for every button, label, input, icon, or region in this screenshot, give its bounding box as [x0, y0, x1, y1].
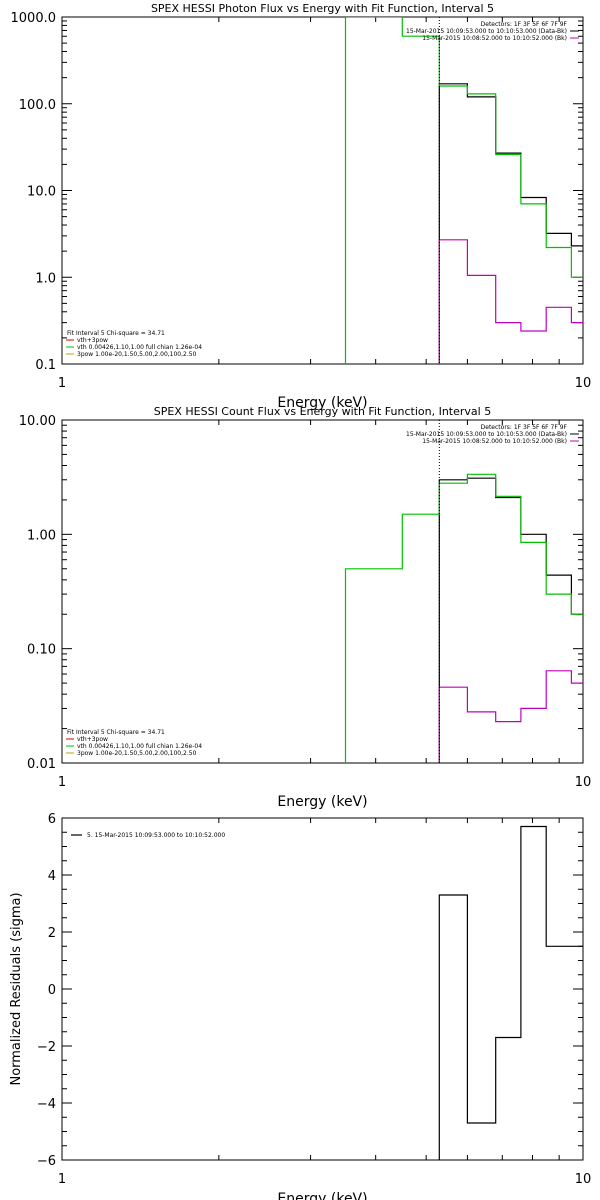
legend-entry-text: 3pow 1.00e-20,1.50,5.00,2.00,100,2.50: [77, 351, 197, 358]
panels: SPEX HESSI Photon Flux vs Energy with Fi…: [9, 2, 591, 1200]
x-tick-label: 1: [58, 376, 66, 391]
y-tick-label: −6: [37, 1154, 56, 1169]
series-line-3: [438, 670, 583, 763]
legend-entry-text: Fit Interval 5 Chi-square = 34.71: [67, 729, 165, 736]
legend-entry-text: Detectors: 1F 3F 5F 6F 7F 9F: [481, 21, 568, 28]
y-tick-label: 6: [48, 812, 56, 827]
y-tick-label: 2: [48, 926, 56, 941]
y-tick-label: 100.0: [19, 98, 56, 113]
y-tick-label: 10.0: [27, 185, 56, 200]
y-tick-label: −4: [37, 1097, 56, 1112]
chart-title: SPEX HESSI Photon Flux vs Energy with Fi…: [151, 2, 494, 15]
x-tick-label: 10: [575, 376, 592, 391]
series-line-3: [438, 239, 583, 364]
x-axis-label: Energy (keV): [277, 794, 367, 810]
x-tick-label: 1: [58, 1172, 66, 1187]
y-tick-label: 10.00: [19, 414, 56, 429]
chart-panel-3: 1 10 Energy (keV) −6 −4 −2 0 2 4 6 Normalized Resi…: [9, 812, 591, 1200]
y-tick-label: −2: [37, 1040, 56, 1055]
chart-panel-1: SPEX HESSI Photon Flux vs Energy with Fi…: [11, 2, 592, 411]
legend-entry-text: 15-Mar-2015 10:08:52.000 to 10:10:52.000…: [422, 438, 567, 445]
chart-panel-2: SPEX HESSI Count Flux vs Energy with Fit…: [19, 405, 591, 810]
y-tick-label: 1000.0: [11, 11, 57, 26]
series-line-2: [344, 17, 583, 364]
x-tick-label: 10: [575, 1172, 592, 1187]
plot-area: [344, 420, 583, 763]
legend-bottom-left: Fit Interval 5 Chi-square = 34.71vth+3po…: [66, 729, 202, 757]
legend-entry-text: vth+3pow: [77, 736, 108, 743]
legend-entry-text: vth+3pow: [77, 337, 108, 344]
legend-entry-text: 15-Mar-2015 10:08:52.000 to 10:10:52.000…: [422, 35, 567, 42]
legend-top-right: Detectors: 1F 3F 5F 6F 7F 9F15-Mar-2015 …: [406, 424, 579, 445]
plot-area: [438, 825, 583, 1160]
legend-entry-text: vth 0.00426,1.10,1.00 full chian 1.26e-0…: [77, 344, 202, 351]
legend-entry-text: 5. 15-Mar-2015 10:09:53.000 to 10:10:52.…: [87, 832, 225, 839]
x-tick-label: 10: [575, 775, 592, 790]
legend-entry-text: 15-Mar-2015 10:09:53.000 to 10:10:53.000…: [406, 28, 567, 35]
y-tick-label: 1.0: [35, 271, 56, 286]
legend-entry-text: vth 0.00426,1.10,1.00 full chian 1.26e-0…: [77, 743, 202, 750]
legend-top-right: Detectors: 1F 3F 5F 6F 7F 9F15-Mar-2015 …: [406, 21, 579, 42]
legend-bottom-left: Fit Interval 5 Chi-square = 34.71vth+3po…: [66, 330, 202, 358]
legend-entry-text: 3pow 1.00e-20,1.50,5.00,2.00,100,2.50: [77, 750, 197, 757]
x-axis-label: Energy (keV): [277, 1191, 367, 1200]
y-tick-label: 0.10: [27, 643, 56, 658]
x-axis-label: Energy (keV): [277, 395, 367, 411]
plot-area: [344, 17, 583, 364]
series-line-2: [344, 473, 583, 763]
legend-entry-text: Fit Interval 5 Chi-square = 34.71: [67, 330, 165, 337]
legend-entry-text: 15-Mar-2015 10:09:53.000 to 10:10:53.000…: [406, 431, 567, 438]
x-tick-label: 1: [58, 775, 66, 790]
y-tick-label: 1.00: [27, 528, 56, 543]
chart-title: SPEX HESSI Count Flux vs Energy with Fit…: [154, 405, 491, 418]
y-tick-label: 0.1: [35, 358, 56, 373]
y-axis-label: Normalized Residuals (sigma): [9, 892, 24, 1085]
series-line-1: [438, 825, 583, 1160]
y-tick-label: 0: [48, 983, 56, 998]
legend-top-left: 5. 15-Mar-2015 10:09:53.000 to 10:10:52.…: [71, 832, 225, 839]
legend-entry-text: Detectors: 1F 3F 5F 6F 7F 9F: [481, 424, 568, 431]
plot-frame: [61, 419, 584, 764]
y-tick-label: 4: [48, 869, 56, 884]
y-tick-label: 0.01: [27, 757, 56, 772]
series-line-1: [438, 83, 583, 364]
